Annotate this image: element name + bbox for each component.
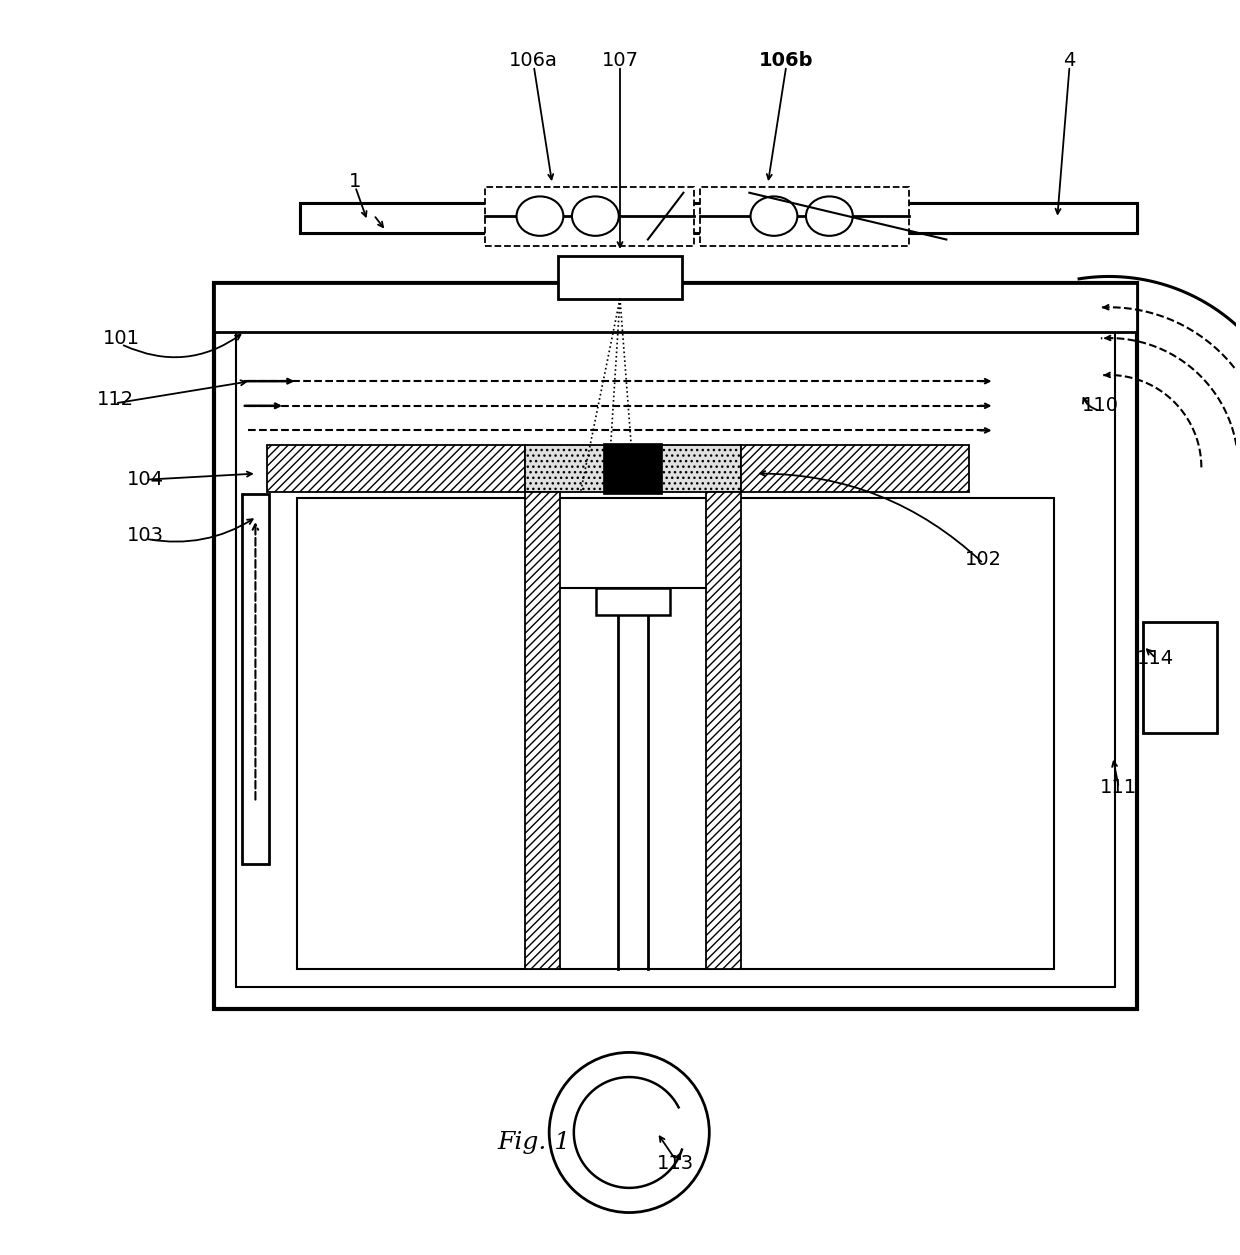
Bar (740, 446, 968, 492)
Ellipse shape (572, 197, 619, 236)
Text: 111: 111 (1100, 778, 1137, 797)
Text: 103: 103 (128, 526, 165, 545)
Bar (596, 589, 670, 615)
Bar (300, 202, 570, 233)
Bar (774, 202, 1137, 233)
Bar (701, 187, 909, 246)
Ellipse shape (517, 197, 563, 236)
Bar (1143, 622, 1218, 733)
Bar (300, 202, 1137, 233)
Bar (526, 446, 740, 492)
Bar (485, 187, 694, 246)
Bar (604, 443, 662, 494)
Bar (558, 256, 682, 299)
Text: 118: 118 (355, 202, 392, 221)
Text: 106b: 106b (759, 51, 813, 70)
Text: 101: 101 (103, 329, 140, 348)
Bar (267, 446, 526, 492)
Bar (236, 305, 1115, 988)
Text: Fig. 1: Fig. 1 (497, 1131, 570, 1153)
Text: 1: 1 (348, 172, 361, 191)
Text: 4: 4 (1064, 51, 1076, 70)
Text: 102: 102 (965, 550, 1002, 570)
Text: 112: 112 (97, 390, 134, 409)
Bar (213, 282, 1137, 331)
Text: 110: 110 (1081, 397, 1118, 415)
Bar (526, 492, 559, 969)
Text: 107: 107 (601, 51, 639, 70)
Bar (242, 494, 269, 863)
Bar (298, 498, 1054, 969)
Bar (213, 282, 1137, 1009)
Text: 114: 114 (1137, 649, 1174, 668)
Circle shape (549, 1053, 709, 1212)
Text: 113: 113 (657, 1153, 694, 1172)
Ellipse shape (806, 197, 853, 236)
Bar (707, 492, 740, 969)
Ellipse shape (750, 197, 797, 236)
Text: 106a: 106a (510, 51, 558, 70)
Bar (614, 464, 652, 479)
Text: 104: 104 (128, 471, 165, 489)
